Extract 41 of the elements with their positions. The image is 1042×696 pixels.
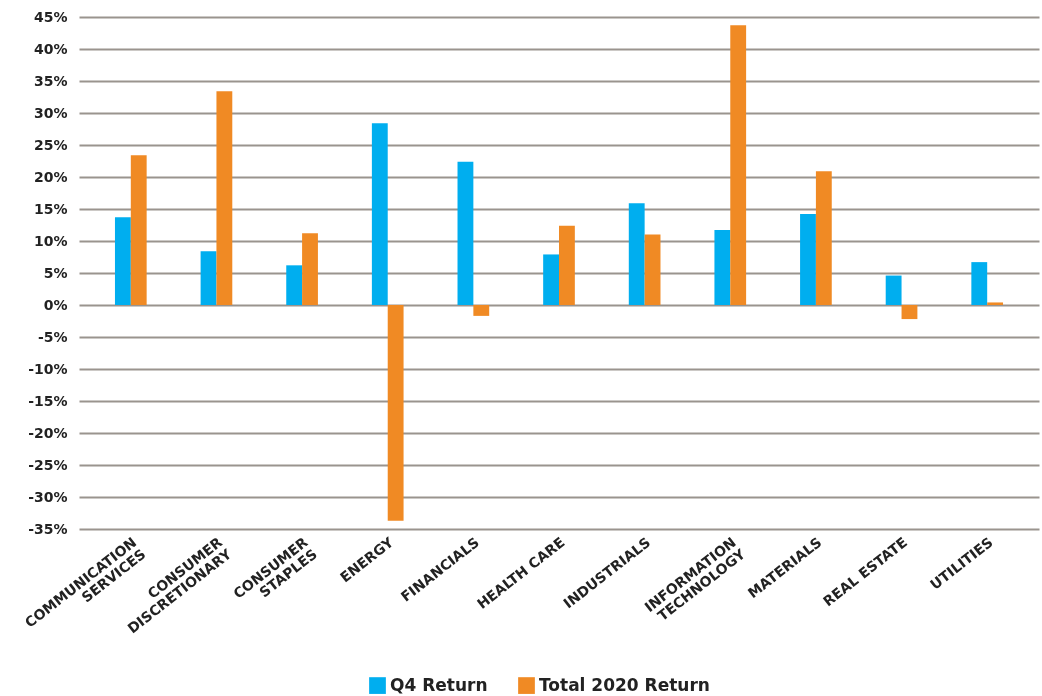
bar	[457, 161, 474, 305]
y-tick-label: 40%	[33, 40, 68, 57]
bar	[644, 234, 661, 305]
y-tick-label: 10%	[33, 232, 68, 249]
bar	[628, 203, 645, 305]
y-tick-label: -30%	[28, 488, 68, 505]
bar	[730, 25, 747, 305]
y-tick-label: 20%	[33, 168, 68, 185]
bar	[987, 302, 1004, 305]
bar	[815, 171, 832, 305]
bar	[901, 305, 918, 320]
y-tick-label: 5%	[43, 264, 68, 281]
bar	[971, 262, 988, 305]
y-tick-label: -20%	[28, 424, 68, 441]
bar	[302, 233, 318, 305]
y-tick-label: 0%	[43, 296, 68, 313]
bar	[473, 305, 490, 316]
bar	[714, 230, 731, 305]
bar	[216, 91, 233, 305]
y-tick-label: -5%	[37, 328, 68, 345]
bar	[800, 214, 816, 305]
bar	[130, 155, 147, 305]
y-tick-label: -10%	[28, 360, 68, 377]
y-tick-label: -25%	[28, 456, 68, 473]
bar	[885, 275, 902, 305]
bar	[559, 225, 575, 305]
y-tick-label: 15%	[33, 200, 68, 217]
y-tick-label: 30%	[33, 104, 68, 121]
y-tick-label: -15%	[28, 392, 68, 409]
bar	[200, 251, 217, 305]
bar	[543, 254, 559, 305]
legend-label: Q4 Return	[390, 674, 488, 695]
bar	[286, 265, 303, 305]
bar	[114, 217, 131, 305]
y-tick-label: 25%	[33, 136, 68, 153]
bar	[387, 305, 404, 521]
bar	[371, 123, 388, 305]
y-tick-label: 45%	[33, 8, 68, 25]
y-tick-label: -35%	[28, 520, 68, 537]
legend-label: Total 2020 Return	[539, 674, 710, 695]
y-tick-label: 35%	[33, 72, 68, 89]
